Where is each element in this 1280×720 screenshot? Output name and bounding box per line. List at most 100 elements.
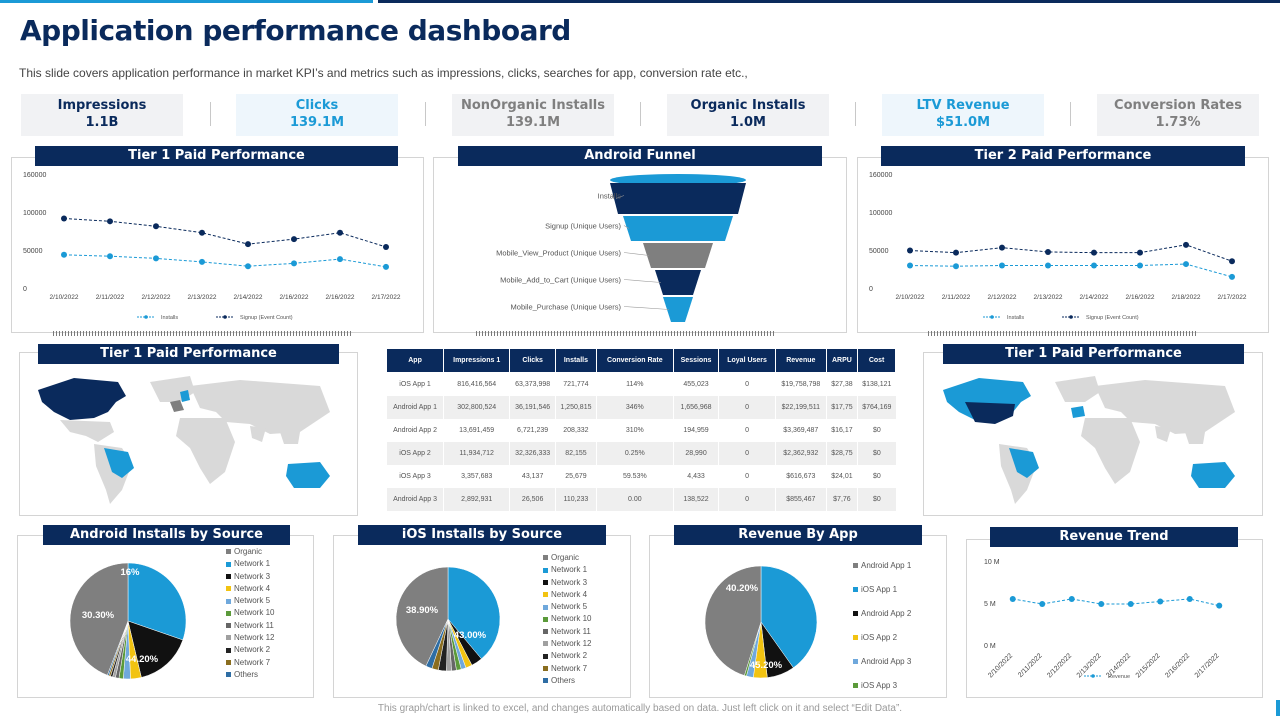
- table-row[interactable]: iOS App 1 816,416,564 63,373,998 721,774 114…: [385, 372, 896, 396]
- funnel-stage[interactable]: [623, 216, 733, 241]
- table-row[interactable]: iOS App 2 11,934,712 32,326,333 82,155 0.25%…: [385, 441, 896, 465]
- pie-slice[interactable]: [127, 562, 187, 641]
- data-point[interactable]: [337, 256, 343, 263]
- data-point[interactable]: [383, 243, 389, 250]
- world-map-right[interactable]: [935, 372, 1255, 512]
- legend-item[interactable]: Network 3: [226, 571, 274, 583]
- data-point[interactable]: [1157, 598, 1164, 605]
- world-map-left[interactable]: [30, 372, 350, 512]
- data-point[interactable]: [1186, 595, 1193, 602]
- android-installs-pie[interactable]: 44.20% 30.30% 16%: [60, 558, 200, 688]
- legend-item[interactable]: Others: [226, 669, 274, 681]
- table-header[interactable]: ARPU: [825, 348, 859, 373]
- kpi-card-clicks[interactable]: Clicks 139.1M: [236, 94, 398, 136]
- data-point[interactable]: [953, 263, 959, 270]
- map-region-australia[interactable]: [1191, 462, 1235, 488]
- map-region-europe[interactable]: [1071, 406, 1085, 418]
- legend-item[interactable]: Android App 1: [853, 554, 911, 578]
- data-point[interactable]: [61, 251, 67, 258]
- legend-item[interactable]: Network 11: [543, 626, 591, 638]
- legend-item[interactable]: Others: [543, 675, 591, 687]
- data-point[interactable]: [383, 263, 389, 270]
- legend-item[interactable]: Network 11: [226, 620, 274, 632]
- data-point[interactable]: [1183, 241, 1189, 248]
- data-point[interactable]: [1229, 258, 1235, 265]
- legend-item[interactable]: Network 12: [226, 632, 274, 644]
- kpi-card-organic-installs[interactable]: Organic Installs 1.0M: [667, 94, 829, 136]
- data-point[interactable]: [61, 215, 67, 222]
- data-point[interactable]: [1137, 262, 1143, 269]
- legend-item[interactable]: Network 5: [543, 601, 591, 613]
- legend-item[interactable]: Network 7: [543, 663, 591, 675]
- table-header[interactable]: Sessions: [672, 348, 720, 373]
- legend-item[interactable]: Network 10: [543, 613, 591, 625]
- legend-item[interactable]: Network 1: [543, 564, 591, 576]
- data-point[interactable]: [1045, 262, 1051, 269]
- legend-item[interactable]: Organic: [226, 546, 274, 558]
- data-point[interactable]: [953, 249, 959, 256]
- legend-item[interactable]: Network 4: [226, 583, 274, 595]
- legend-item[interactable]: iOS App 3: [853, 674, 911, 698]
- data-point[interactable]: [1127, 601, 1134, 607]
- table-header[interactable]: Revenue: [774, 348, 827, 373]
- pie-slice[interactable]: [69, 562, 129, 676]
- table-header[interactable]: Loyal Users: [718, 348, 776, 373]
- data-point[interactable]: [245, 263, 251, 270]
- pie-slice[interactable]: [127, 620, 184, 678]
- map-region-brazil[interactable]: [104, 448, 134, 478]
- kpi-card-impressions[interactable]: Impressions 1.1B: [21, 94, 183, 136]
- tier1-line-chart[interactable]: 160000 100000 50000 0 2/10/2022 2/11/2022 2/12…: [11, 165, 424, 333]
- data-point[interactable]: [107, 218, 113, 225]
- data-point[interactable]: [153, 255, 159, 262]
- data-point[interactable]: [999, 262, 1005, 269]
- data-point[interactable]: [1091, 262, 1097, 269]
- android-funnel-chart[interactable]: Installs Signup (Unique Users) Mobile_View…: [433, 165, 847, 333]
- ios-installs-pie[interactable]: 43.00% 38.90%: [382, 558, 512, 680]
- legend-item[interactable]: Android App 3: [853, 650, 911, 674]
- funnel-stage[interactable]: [610, 183, 746, 214]
- legend-item[interactable]: Android App 2: [853, 602, 911, 626]
- map-region-scandinavia[interactable]: [180, 390, 190, 402]
- kpi-card-ltv-revenue[interactable]: LTV Revenue $51.0M: [882, 94, 1044, 136]
- data-point[interactable]: [1039, 601, 1046, 607]
- map-region-uk[interactable]: [170, 400, 184, 412]
- legend-item[interactable]: Network 7: [226, 657, 274, 669]
- legend-item[interactable]: Network 1: [226, 558, 274, 570]
- data-point[interactable]: [1183, 261, 1189, 268]
- kpi-card-nonorganic-installs[interactable]: NonOrganic Installs 139.1M: [452, 94, 614, 136]
- funnel-stage[interactable]: [643, 243, 713, 268]
- data-point[interactable]: [245, 241, 251, 248]
- map-region-usa[interactable]: [965, 402, 1015, 424]
- legend-item[interactable]: Network 12: [543, 638, 591, 650]
- legend-item[interactable]: Organic: [543, 552, 591, 564]
- data-point[interactable]: [291, 260, 297, 267]
- table-row[interactable]: iOS App 3 3,357,683 43,137 25,679 59.53% 4,43…: [385, 464, 896, 488]
- map-region-brazil[interactable]: [1009, 448, 1039, 478]
- funnel-stage[interactable]: [663, 297, 693, 322]
- pie-slice[interactable]: [395, 566, 449, 667]
- legend-item[interactable]: iOS App 1: [853, 578, 911, 602]
- data-point[interactable]: [907, 247, 913, 254]
- tier2-line-chart[interactable]: 160000 100000 50000 0 2/10/2022 2/11/2022 2/12…: [857, 165, 1269, 333]
- data-point[interactable]: [999, 244, 1005, 251]
- legend-item[interactable]: Network 10: [226, 607, 274, 619]
- data-point[interactable]: [1091, 249, 1097, 256]
- table-header[interactable]: Clicks: [509, 348, 557, 373]
- data-point[interactable]: [107, 253, 113, 260]
- data-point[interactable]: [1045, 248, 1051, 255]
- legend-item[interactable]: Network 2: [226, 644, 274, 656]
- data-point[interactable]: [1216, 602, 1223, 609]
- legend-item[interactable]: Network 3: [543, 577, 591, 589]
- legend-item[interactable]: Network 4: [543, 589, 591, 601]
- pie-slice[interactable]: [447, 566, 501, 660]
- map-region-north-america[interactable]: [38, 378, 126, 420]
- legend-item[interactable]: Network 5: [226, 595, 274, 607]
- pie-slice[interactable]: [704, 565, 762, 676]
- data-point[interactable]: [337, 229, 343, 236]
- data-point[interactable]: [153, 223, 159, 230]
- table-row[interactable]: Android App 2 13,691,459 6,721,239 208,332 3…: [385, 418, 896, 442]
- legend-item[interactable]: Network 2: [543, 650, 591, 662]
- kpi-card-conversion-rates[interactable]: Conversion Rates 1.73%: [1097, 94, 1259, 136]
- data-point[interactable]: [1229, 273, 1235, 280]
- data-point[interactable]: [1137, 249, 1143, 256]
